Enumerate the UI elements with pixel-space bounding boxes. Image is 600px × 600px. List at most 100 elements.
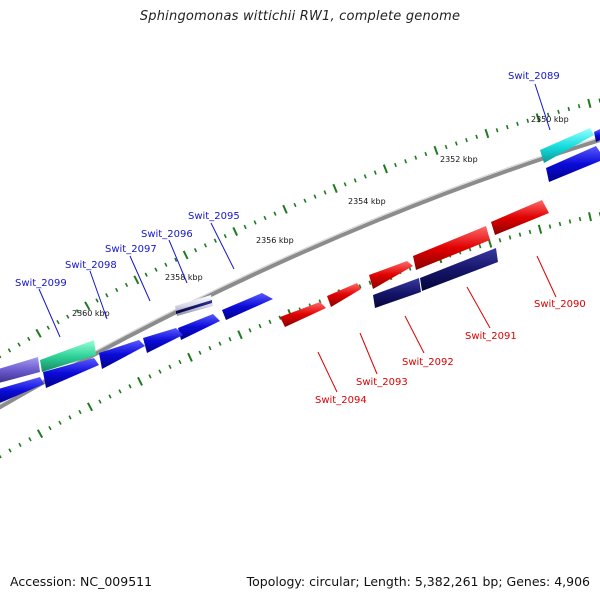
leader-swit-2099 xyxy=(38,288,61,338)
minor-tick xyxy=(198,350,202,355)
minor-tick xyxy=(98,399,102,404)
major-tick xyxy=(35,328,42,338)
gene-label[interactable]: Swit_2091 xyxy=(465,331,517,342)
forward-track-outer xyxy=(0,128,600,384)
gene-label[interactable]: Swit_2094 xyxy=(315,395,367,406)
minor-tick xyxy=(27,336,31,342)
gene-label[interactable]: Swit_2095 xyxy=(188,211,240,222)
major-tick xyxy=(187,352,193,362)
leader-swit-2098 xyxy=(89,270,108,320)
minor-tick xyxy=(118,389,122,394)
leader-swit-2092 xyxy=(404,315,425,354)
cds-feature-swit-2093[interactable] xyxy=(327,283,361,307)
scale-label: 2356 kbp xyxy=(256,236,294,245)
leader-swit-2094 xyxy=(317,351,338,393)
minor-tick xyxy=(557,109,560,115)
minor-tick xyxy=(223,233,227,239)
major-tick xyxy=(87,402,93,412)
minor-tick xyxy=(578,216,582,222)
gene-label[interactable]: Swit_2093 xyxy=(356,377,408,388)
minor-tick xyxy=(268,319,272,325)
leader-swit-2096 xyxy=(168,239,188,284)
label-leaders xyxy=(38,83,557,393)
gene-label[interactable]: Swit_2099 xyxy=(15,278,67,289)
minor-tick xyxy=(115,287,119,293)
gene-label[interactable]: Swit_2092 xyxy=(402,357,454,368)
minor-tick xyxy=(454,141,458,146)
leader-swit-2097 xyxy=(129,255,151,302)
minor-tick xyxy=(164,262,168,267)
major-tick xyxy=(537,224,543,234)
minor-tick xyxy=(158,369,162,374)
major-tick xyxy=(588,212,592,222)
forward-track-inner xyxy=(0,146,600,405)
minor-tick xyxy=(243,224,247,230)
minor-tick xyxy=(498,238,502,243)
minor-tick xyxy=(567,106,571,112)
minor-tick xyxy=(353,178,357,183)
minor-tick xyxy=(478,244,482,249)
minor-tick xyxy=(8,448,12,453)
minor-tick xyxy=(75,309,80,314)
cds-feature-swit-2089-tail[interactable] xyxy=(594,129,600,142)
minor-tick xyxy=(414,155,418,160)
minor-tick xyxy=(518,232,522,237)
cds-feature-swit-2089[interactable] xyxy=(540,128,594,163)
cds-feature-swit-2089-lower[interactable] xyxy=(546,146,600,182)
cds-feature-swit-2097-lower[interactable] xyxy=(99,340,145,369)
minor-tick xyxy=(253,220,257,225)
gene-label[interactable]: Swit_2097 xyxy=(105,244,157,255)
outer-tick-ring xyxy=(0,98,600,359)
cds-feature-swit-2098-lower[interactable] xyxy=(43,358,99,388)
minor-tick xyxy=(144,272,148,277)
cds-feature-swit-2094[interactable] xyxy=(280,302,326,327)
major-tick xyxy=(535,113,541,123)
reverse-track-outer xyxy=(280,200,549,327)
major-tick xyxy=(433,145,439,156)
minor-tick xyxy=(568,219,572,224)
cds-feature-swit-2096-lower[interactable] xyxy=(143,328,183,353)
cds-feature-swit-2096-band[interactable] xyxy=(176,300,212,314)
accession-text: Accession: NC_009511 xyxy=(10,574,153,589)
minor-tick xyxy=(528,229,532,235)
scale-labels: 2350 kbp 2352 kbp 2354 kbp 2356 kbp 2358… xyxy=(72,115,569,318)
minor-tick xyxy=(213,238,217,243)
scale-label: 2360 kbp xyxy=(72,309,110,318)
minor-tick xyxy=(526,118,530,123)
minor-tick xyxy=(313,194,317,199)
minor-tick xyxy=(28,437,32,442)
major-tick xyxy=(182,250,189,260)
minor-tick xyxy=(66,314,70,319)
gene-label[interactable]: Swit_2089 xyxy=(508,71,560,82)
minor-tick xyxy=(128,384,132,389)
major-tick xyxy=(84,301,91,311)
major-tick xyxy=(484,128,490,139)
minor-tick xyxy=(475,134,479,139)
minor-tick xyxy=(178,359,182,365)
gene-label[interactable]: Swit_2096 xyxy=(141,229,193,240)
minor-tick xyxy=(7,348,12,353)
minor-tick xyxy=(228,336,232,342)
minor-tick xyxy=(124,282,129,288)
cds-feature-swit-2100[interactable] xyxy=(0,357,40,384)
gene-label[interactable]: Swit_2098 xyxy=(65,260,117,271)
cds-feature-swit-2090[interactable] xyxy=(491,200,549,235)
cds-feature-swit-2095-lower[interactable] xyxy=(178,314,220,340)
cds-feature-swit-2095[interactable] xyxy=(222,293,273,320)
minor-tick xyxy=(303,198,307,203)
scale-label: 2358 kbp xyxy=(165,273,203,282)
minor-tick xyxy=(105,293,109,298)
map-title: Sphingomonas wittichii RW1, complete gen… xyxy=(139,9,461,24)
gene-label[interactable]: Swit_2090 xyxy=(534,299,586,310)
minor-tick xyxy=(248,328,252,333)
cds-feature-swit-2090-lower[interactable] xyxy=(420,248,498,291)
cds-feature-swit-2099[interactable] xyxy=(40,340,96,372)
cds-feature-swit-2091[interactable] xyxy=(413,226,490,270)
minor-tick xyxy=(263,215,267,221)
topology-summary: Topology: circular; Length: 5,382,261 bp… xyxy=(246,574,590,589)
minor-tick xyxy=(546,112,550,117)
minor-tick xyxy=(358,284,362,289)
cds-feature-swit-2099-lower[interactable] xyxy=(0,377,44,405)
cds-feature-swit-2092[interactable] xyxy=(369,261,413,289)
cds-feature-swit-2091-lower[interactable] xyxy=(373,278,421,308)
